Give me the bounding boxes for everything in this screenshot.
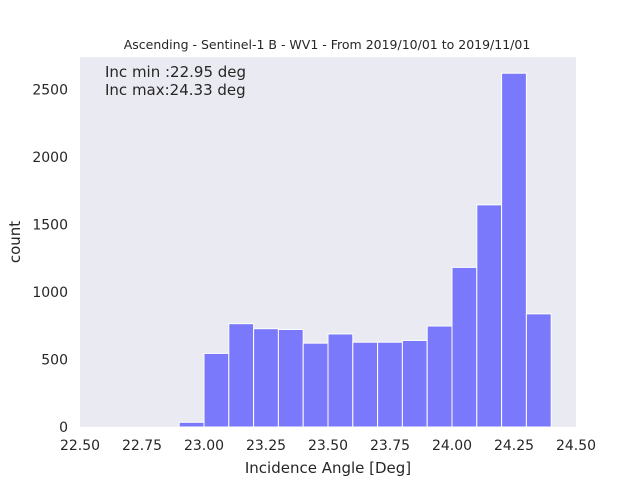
- y-tick-label: 1500: [32, 217, 68, 233]
- x-tick-label: 23.50: [308, 438, 348, 454]
- histogram-bar: [451, 266, 478, 428]
- x-tick-label: 23.75: [370, 438, 410, 454]
- y-tick-label: 2500: [32, 82, 68, 98]
- x-tick-label: 22.50: [60, 438, 100, 454]
- x-axis-ticks: 22.50 22.75 23.00 23.25 23.50 23.75 24.00 24.25…: [60, 438, 596, 454]
- histogram-bar: [401, 339, 428, 428]
- x-tick-label: 23.00: [184, 438, 224, 454]
- histogram-bar: [253, 328, 279, 428]
- histogram-bar: [476, 204, 503, 428]
- y-axis-ticks: 0 500 1000 1500 2000 2500: [32, 82, 68, 436]
- y-tick-label: 1000: [32, 285, 68, 301]
- histogram-bar: [525, 313, 552, 428]
- histogram-bar: [178, 421, 205, 428]
- chart-title: Ascending - Sentinel-1 B - WV1 - From 20…: [124, 37, 531, 52]
- x-tick-label: 24.00: [432, 438, 472, 454]
- histogram-bar: [203, 352, 230, 428]
- x-tick-label: 22.75: [122, 438, 162, 454]
- x-tick-label: 24.50: [556, 438, 596, 454]
- y-tick-label: 500: [41, 352, 68, 368]
- bars-group: [178, 72, 552, 428]
- histogram-bar: [302, 342, 329, 428]
- y-tick-label: 2000: [32, 150, 68, 166]
- histogram-bar: [426, 325, 453, 428]
- x-axis-label: Incidence Angle [Deg]: [245, 459, 411, 477]
- histogram-bar: [352, 341, 379, 428]
- histogram-bar: [327, 333, 354, 428]
- x-tick-label: 24.25: [494, 438, 534, 454]
- x-tick-label: 23.25: [246, 438, 286, 454]
- histogram-bar: [377, 341, 403, 428]
- histogram-bar: [277, 329, 304, 428]
- y-tick-label: 0: [59, 420, 68, 436]
- histogram-bar: [501, 72, 527, 428]
- histogram-bar: [228, 323, 255, 428]
- annotation-inc-min: Inc min :22.95 deg: [105, 63, 246, 81]
- annotation-inc-max: Inc max:24.33 deg: [105, 81, 246, 99]
- y-axis-label: count: [6, 221, 24, 263]
